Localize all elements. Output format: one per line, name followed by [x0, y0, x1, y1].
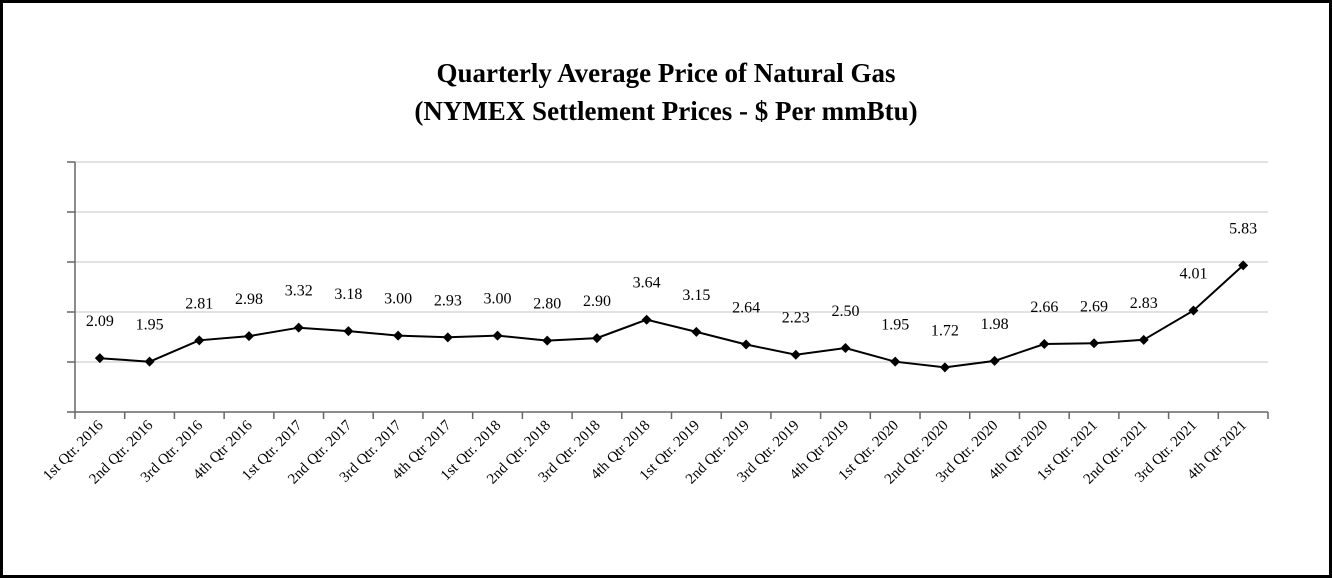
data-point	[691, 326, 702, 337]
data-label: 2.66	[1030, 299, 1058, 316]
data-label: 1.72	[931, 322, 959, 339]
data-label: 3.64	[633, 275, 661, 292]
data-point	[94, 353, 105, 364]
series-line	[99, 264, 1244, 369]
data-point	[194, 335, 205, 346]
data-label: 3.18	[334, 286, 362, 303]
data-point	[1089, 338, 1100, 349]
data-point	[890, 356, 901, 367]
data-label: 2.80	[533, 296, 561, 313]
data-label: 1.98	[981, 316, 1009, 333]
data-point	[343, 326, 354, 337]
data-point	[840, 343, 851, 354]
data-label: 3.32	[285, 283, 313, 300]
data-point	[1238, 260, 1249, 271]
data-label: 5.83	[1229, 220, 1257, 237]
data-point	[741, 339, 752, 350]
data-label: 2.09	[86, 313, 114, 330]
data-label: 1.95	[881, 317, 909, 334]
data-point	[144, 356, 155, 367]
data-label: 2.93	[434, 292, 462, 309]
data-point	[939, 362, 950, 373]
data-point	[1138, 334, 1149, 345]
data-label: 4.01	[1179, 266, 1207, 283]
data-point	[641, 314, 652, 325]
data-point	[393, 330, 404, 341]
data-label: 3.00	[484, 291, 512, 308]
data-point	[989, 355, 1000, 366]
data-label: 2.50	[831, 303, 859, 320]
data-label: 2.98	[235, 291, 263, 308]
data-label: 2.81	[185, 295, 213, 312]
data-label: 3.15	[682, 287, 710, 304]
data-label: 2.83	[1130, 295, 1158, 312]
data-label: 1.95	[136, 317, 164, 334]
data-point	[790, 349, 801, 360]
data-point	[591, 333, 602, 344]
data-label: 2.90	[583, 293, 611, 310]
data-point	[293, 322, 304, 333]
chart-title: Quarterly Average Price of Natural Gas	[436, 58, 896, 88]
data-label: 2.69	[1080, 298, 1108, 315]
data-label: 2.64	[732, 300, 760, 317]
data-point	[542, 335, 553, 346]
data-label: 2.23	[782, 310, 810, 327]
data-label: 3.00	[384, 291, 412, 308]
data-point	[1039, 339, 1050, 350]
data-point	[1188, 305, 1199, 316]
data-point	[243, 331, 254, 342]
chart-subtitle: (NYMEX Settlement Prices - $ Per mmBtu)	[414, 96, 918, 126]
data-point	[442, 332, 453, 343]
data-point	[492, 330, 503, 341]
